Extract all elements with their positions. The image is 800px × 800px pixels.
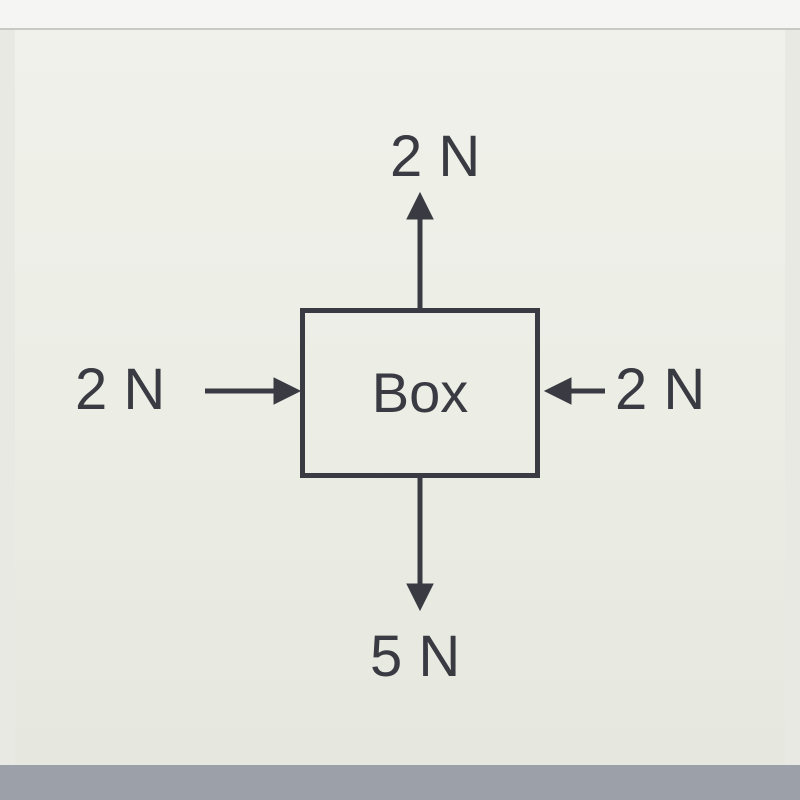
screen-bottom-border <box>0 765 800 800</box>
force-left-arrow-icon <box>205 391 206 392</box>
force-right-arrow-icon <box>545 391 546 392</box>
force-bottom-arrow-icon <box>420 478 421 479</box>
force-top-label: 2 N <box>390 123 480 190</box>
force-top-arrow-icon <box>420 193 421 194</box>
free-body-diagram: 2 N 2 N Box 2 N 5 N <box>50 98 750 698</box>
force-left-label: 2 N <box>75 356 165 423</box>
box-label: Box <box>372 360 469 425</box>
force-right-label: 2 N <box>615 356 705 423</box>
box-rectangle: Box <box>300 308 540 478</box>
diagram-background: 2 N 2 N Box 2 N 5 N <box>15 30 785 765</box>
force-bottom-label: 5 N <box>370 623 460 690</box>
screen-top-border <box>0 0 800 30</box>
